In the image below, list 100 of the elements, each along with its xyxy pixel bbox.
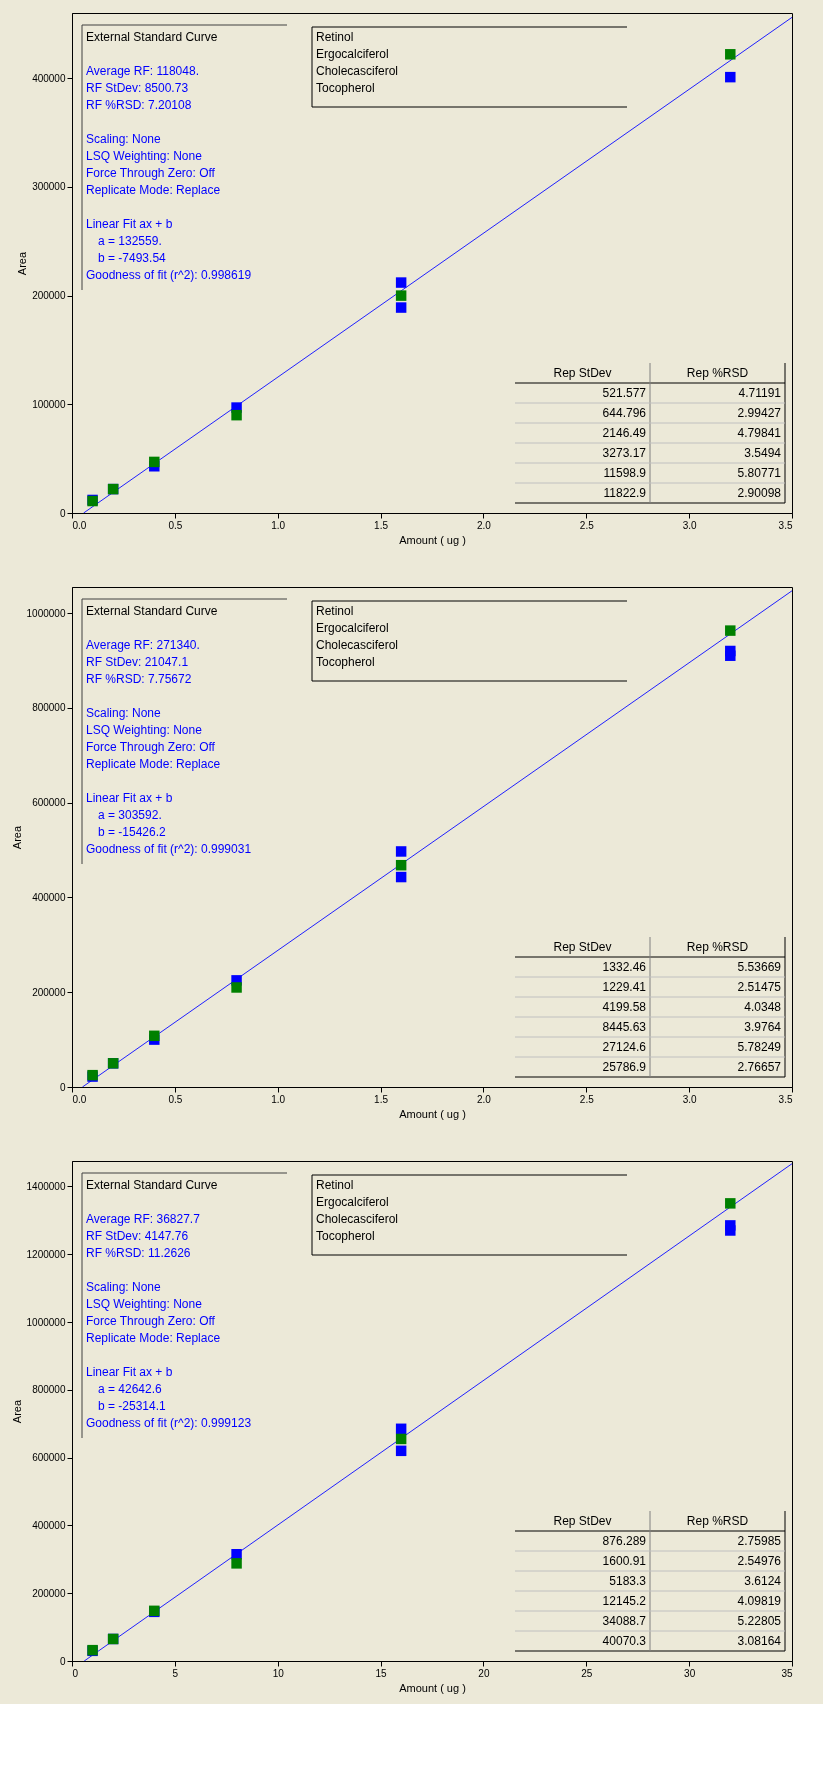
annotation: Scaling: None <box>86 132 162 146</box>
x-tick-label: 2.5 <box>579 519 595 531</box>
x-axis-title: Amount ( ug ) <box>399 1681 466 1694</box>
annotation: 4.71191 <box>738 386 782 400</box>
y-tick-label: 400000 <box>32 891 66 903</box>
annotation: 11822.9 <box>603 486 647 500</box>
annotation: Linear Fit ax + b <box>86 791 173 805</box>
annotation: 4199.58 <box>602 1000 647 1014</box>
x-tick-label: 0.0 <box>72 519 87 531</box>
annotation: 27124.6 <box>602 1040 647 1054</box>
annotation: a = 42642.6 <box>98 1382 163 1396</box>
annotation: 1332.46 <box>602 960 647 974</box>
y-tick-label: 800000 <box>32 702 66 714</box>
annotation: Replicate Mode: Replace <box>86 1331 221 1345</box>
annotation: Tocopherol <box>316 655 375 669</box>
annotation: 25786.9 <box>602 1060 647 1074</box>
x-tick-label: 2.0 <box>476 1093 492 1105</box>
annotation: 12145.2 <box>602 1594 647 1608</box>
y-tick-label: 400000 <box>32 72 66 84</box>
x-tick-label: 20 <box>478 1667 490 1679</box>
annotation: a = 303592. <box>98 808 162 822</box>
annotation: Rep StDev <box>553 940 612 954</box>
x-tick-label: 2.0 <box>476 519 492 531</box>
annotation: Ergocalciferol <box>316 621 389 635</box>
y-tick-label: 200000 <box>32 290 66 302</box>
annotation: 34088.7 <box>602 1614 647 1628</box>
annotation: Goodness of fit (r^2): 0.998619 <box>86 268 252 282</box>
annotation: Ergocalciferol <box>316 47 389 61</box>
x-tick-label: 3.0 <box>682 1093 698 1105</box>
x-tick-label: 3.5 <box>778 519 793 531</box>
annotation: 5.78249 <box>737 1040 782 1054</box>
annotation: RF %RSD: 11.2626 <box>86 1246 191 1260</box>
annotation: 2.90098 <box>737 486 782 500</box>
annotation: RF StDev: 8500.73 <box>86 81 189 95</box>
x-axis-title: Amount ( ug ) <box>399 1107 466 1120</box>
annotation: External Standard Curve <box>86 30 218 44</box>
annotation: Average RF: 36827.7 <box>86 1212 201 1226</box>
annotation: Goodness of fit (r^2): 0.999123 <box>86 1416 252 1430</box>
annotation: 8445.63 <box>602 1020 647 1034</box>
annotation: Rep %RSD <box>686 366 749 380</box>
annotation: 3273.17 <box>602 446 647 460</box>
x-tick-label: 2.5 <box>579 1093 595 1105</box>
annotation: Rep %RSD <box>686 940 749 954</box>
annotation: LSQ Weighting: None <box>86 149 203 163</box>
y-tick-label: 0 <box>59 1655 66 1667</box>
annotation: 2.51475 <box>737 980 782 994</box>
annotation: Ergocalciferol <box>316 1195 389 1209</box>
annotation: LSQ Weighting: None <box>86 1297 203 1311</box>
annotation: 4.09819 <box>737 1594 782 1608</box>
annotation: Force Through Zero: Off <box>86 1314 216 1328</box>
annotation: Retinol <box>316 30 354 44</box>
annotation: 2.75985 <box>737 1534 782 1548</box>
y-tick-label: 1200000 <box>26 1248 66 1260</box>
annotation: 5.22805 <box>737 1614 782 1628</box>
x-tick-label: 1.5 <box>374 1093 389 1105</box>
x-tick-label: 0.5 <box>168 1093 183 1105</box>
annotation: 3.9764 <box>744 1020 782 1034</box>
annotation: 876.289 <box>602 1534 647 1548</box>
x-tick-label: 0.0 <box>72 1093 87 1105</box>
annotation: Linear Fit ax + b <box>86 217 173 231</box>
annotation: Retinol <box>316 1178 354 1192</box>
annotation: 3.5494 <box>744 446 782 460</box>
annotation: 521.577 <box>602 386 647 400</box>
y-tick-label: 600000 <box>32 797 66 809</box>
annotation: 2.54976 <box>737 1554 782 1568</box>
annotation: 1229.41 <box>602 980 647 994</box>
y-tick-label: 800000 <box>32 1384 66 1396</box>
annotation: Linear Fit ax + b <box>86 1365 173 1379</box>
annotation: Cholecasciferol <box>316 64 399 78</box>
annotation: Scaling: None <box>86 1280 162 1294</box>
annotation: b = -25314.1 <box>98 1399 167 1413</box>
annotation: 5183.3 <box>609 1574 647 1588</box>
annotation: RF %RSD: 7.75672 <box>86 672 192 686</box>
y-tick-label: 0 <box>59 1081 66 1093</box>
x-tick-label: 0 <box>72 1667 79 1679</box>
annotation: Force Through Zero: Off <box>86 166 216 180</box>
x-tick-label: 1.0 <box>271 1093 286 1105</box>
annotation: Rep %RSD <box>686 1514 749 1528</box>
x-tick-label: 35 <box>781 1667 793 1679</box>
annotation: 4.0348 <box>744 1000 782 1014</box>
y-axis-title: Area <box>16 251 29 276</box>
y-tick-label: 1000000 <box>26 1316 66 1328</box>
y-tick-label: 1400000 <box>26 1180 66 1192</box>
annotation: Average RF: 118048. <box>86 64 199 78</box>
annotation: Replicate Mode: Replace <box>86 183 221 197</box>
y-tick-label: 300000 <box>32 181 66 193</box>
annotation: b = -15426.2 <box>98 825 167 839</box>
annotation: Cholecasciferol <box>316 638 399 652</box>
annotation: Replicate Mode: Replace <box>86 757 221 771</box>
annotation: 5.80771 <box>737 466 782 480</box>
annotation: Rep StDev <box>553 366 612 380</box>
annotation: 2.76657 <box>737 1060 782 1074</box>
annotation: 3.6124 <box>744 1574 782 1588</box>
y-tick-label: 100000 <box>32 398 66 410</box>
annotation: RF StDev: 21047.1 <box>86 655 189 669</box>
x-tick-label: 10 <box>272 1667 285 1679</box>
annotation: External Standard Curve <box>86 1178 218 1192</box>
annotation: Cholecasciferol <box>316 1212 399 1226</box>
y-axis-title: Area <box>10 825 23 850</box>
annotation: Tocopherol <box>316 1229 375 1243</box>
